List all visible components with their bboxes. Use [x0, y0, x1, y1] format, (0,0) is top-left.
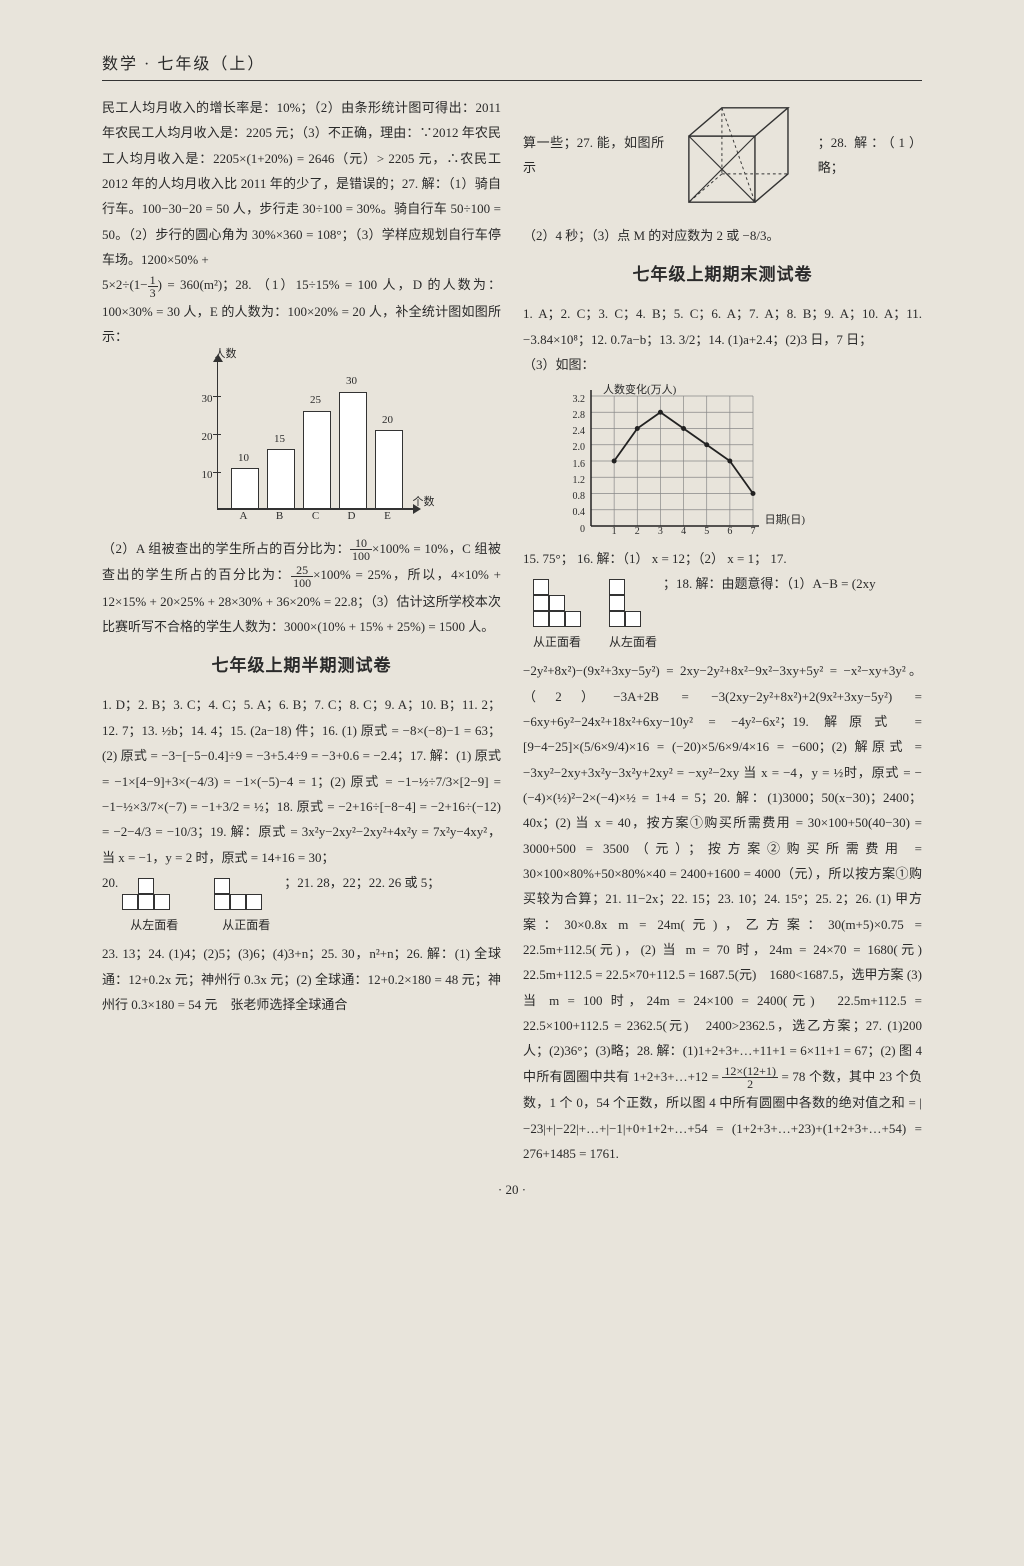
barchart-ytick: 30: [187, 389, 213, 410]
left-column: 民工人均月收入的增长率是：10%；（2）由条形统计图可得出：2011 年农民工人…: [102, 95, 501, 1166]
left-para1: 民工人均月收入的增长率是：10%；（2）由条形统计图可得出：2011 年农民工人…: [102, 100, 501, 267]
bar: [267, 449, 295, 508]
linechart-xtick: 4: [678, 522, 690, 542]
linechart-svg: [563, 382, 763, 542]
bar-category-label: C: [303, 506, 329, 527]
midterm-body: 1. D；2. B；3. C；4. C；5. A；6. B；7. C；8. C；…: [102, 697, 501, 864]
view-left: 从左面看: [122, 878, 186, 937]
page-header: 数学 · 七年级（上）: [102, 50, 922, 81]
barchart-ytick: 20: [187, 427, 213, 448]
right-column: 算一些；27. 能，如图所示 ；28. 解：（1）略； （2）4 秒；（3）点 …: [523, 95, 922, 1166]
left-para2b: ) = 360(m²)；28. （1）15÷15% = 100 人，D 的人数为…: [102, 277, 501, 344]
cube-after: ；28. 解：（1）略；: [818, 130, 922, 181]
views-side-text-left: ；21. 28，22；22. 26 或 5；: [284, 870, 440, 895]
view-front-caption: 从正面看: [214, 914, 278, 937]
cube-diagram: [670, 95, 812, 215]
view-front-grid: [214, 878, 278, 910]
final-top: 1. A；2. C；3. C；4. B；5. C；6. A；7. A；8. B；…: [523, 306, 922, 346]
left-bottom: 23. 13；24. (1)4；(2)5；(3)6；(4)3+n；25. 30，…: [102, 946, 501, 1012]
linechart-ytick: 3.2: [563, 390, 585, 410]
cube-before: 算一些；27. 能，如图所示: [523, 130, 664, 181]
final-body: −2y²+8x²)−(9x²+3xy−5y²) = 2xy−2y²+8x²−9x…: [523, 663, 935, 1084]
cube-line: 算一些；27. 能，如图所示 ；28. 解：（1）略；: [523, 95, 922, 215]
right-after-cube: （2）4 秒；（3）点 M 的对应数为 2 或 −8/3。: [523, 228, 780, 243]
view-front: 从正面看: [214, 878, 278, 937]
views-side-text-right: ；18. 解：由题意得：（1）A−B = (2xy: [663, 571, 876, 596]
bar-category-label: B: [267, 506, 293, 527]
view-left-caption: 从左面看: [122, 914, 186, 937]
linechart-xtick: 2: [631, 522, 643, 542]
view-left-grid: [122, 878, 186, 910]
bar-value-label: 25: [303, 390, 329, 411]
bar: [231, 468, 259, 508]
bar-category-label: D: [339, 506, 365, 527]
bar-chart: 人数 个数 10203010A15B25C30D20E: [187, 358, 417, 528]
bar: [303, 411, 331, 509]
linechart-prefix: （3）如图：: [523, 357, 595, 372]
frac-10-100: 10100: [350, 537, 372, 562]
frac-25-100: 25100: [291, 564, 313, 589]
left-para3a: （2）A 组被查出的学生所占的百分比为：: [102, 541, 350, 556]
views-row-right: 从正面看 从左面看: [533, 579, 657, 654]
item20-label: 20.: [102, 870, 118, 895]
bar-value-label: 20: [375, 410, 401, 431]
linechart-xlabel: 日期(日): [765, 510, 805, 531]
bar: [375, 430, 403, 509]
bar: [339, 392, 367, 509]
view-front-r: 从正面看: [533, 579, 581, 654]
linechart-xtick: 5: [701, 522, 713, 542]
line-chart: 人数变化(万人) 日期(日) 0.40.81.21.62.02.42.83.20…: [563, 382, 763, 542]
linechart-xtick: 1: [608, 522, 620, 542]
view-left-r-caption: 从左面看: [609, 631, 657, 654]
linechart-ytick: 0: [563, 520, 585, 540]
content-columns: 民工人均月收入的增长率是：10%；（2）由条形统计图可得出：2011 年农民工人…: [102, 95, 922, 1166]
barchart-ytick: 10: [187, 465, 213, 486]
linechart-xtick: 3: [654, 522, 666, 542]
view-left-r-grid: [609, 579, 657, 627]
linechart-xtick: 7: [747, 522, 759, 542]
view-front-r-caption: 从正面看: [533, 631, 581, 654]
linechart-xtick: 6: [724, 522, 736, 542]
final-title: 七年级上期期末测试卷: [523, 258, 922, 291]
frac-1-3: 13: [148, 274, 158, 299]
bar-value-label: 15: [267, 429, 293, 450]
page: 数学 · 七年级（上） 民工人均月收入的增长率是：10%；（2）由条形统计图可得…: [102, 50, 922, 1198]
bar-value-label: 30: [339, 371, 365, 392]
bar-category-label: E: [375, 506, 401, 527]
views-row-left: 从左面看 从正面看: [122, 878, 278, 937]
left-para2a: 5×2÷(1−: [102, 277, 148, 292]
view-left-r: 从左面看: [609, 579, 657, 654]
view-front-r-grid: [533, 579, 581, 627]
bar-value-label: 10: [231, 448, 257, 469]
bar-category-label: A: [231, 506, 257, 527]
line15: 15. 75°； 16. 解：（1） x = 12；（2） x = 1； 17.: [523, 551, 787, 566]
final-frac: 12×(12+1)2: [722, 1065, 778, 1090]
midterm-title: 七年级上期半期测试卷: [102, 649, 501, 682]
page-number: · 20 ·: [102, 1182, 922, 1198]
